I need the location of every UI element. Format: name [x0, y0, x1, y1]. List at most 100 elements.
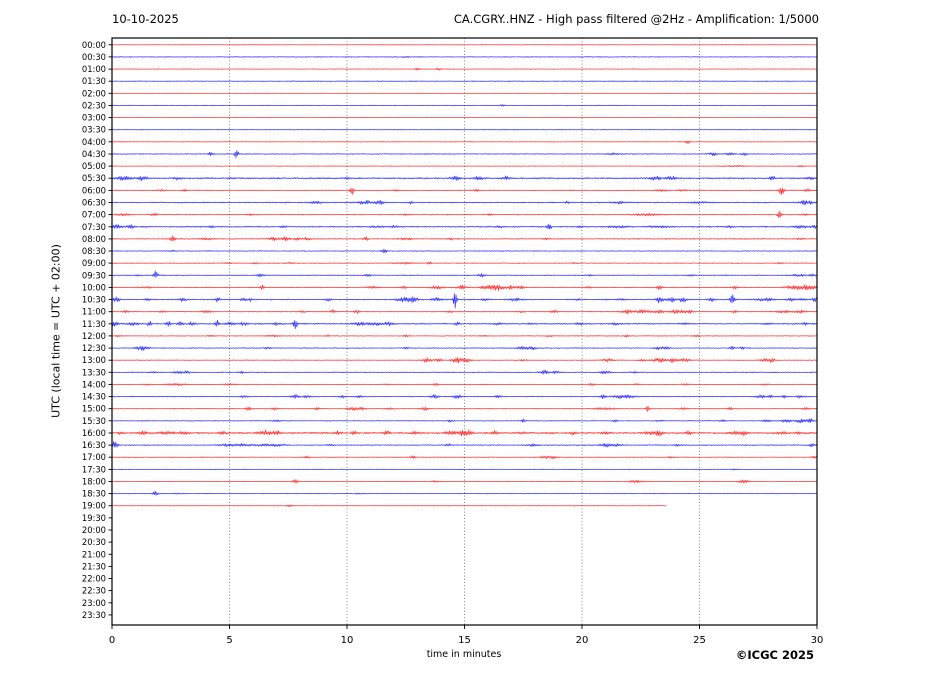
trace-09:00 — [112, 261, 817, 265]
y-tick-label-04:30: 04:30 — [82, 149, 106, 159]
trace-08:30 — [112, 248, 817, 254]
y-tick-label-23:30: 23:30 — [82, 610, 106, 620]
y-tick-label-02:00: 02:00 — [82, 88, 106, 98]
trace-08:00 — [112, 235, 817, 242]
trace-02:00 — [112, 92, 817, 94]
y-tick-label-09:30: 09:30 — [82, 270, 106, 280]
x-tick-label-0: 0 — [109, 635, 115, 646]
x-axis-label: time in minutes — [426, 649, 502, 660]
trace-11:30 — [112, 319, 817, 330]
trace-07:30 — [112, 223, 817, 230]
y-tick-label-14:30: 14:30 — [82, 392, 106, 402]
y-tick-label-22:00: 22:00 — [82, 574, 106, 584]
y-tick-label-15:00: 15:00 — [82, 404, 106, 414]
y-tick-label-04:00: 04:00 — [82, 137, 106, 147]
trace-18:30 — [112, 490, 817, 496]
y-tick-label-21:30: 21:30 — [82, 561, 106, 571]
y-tick-label-22:30: 22:30 — [82, 586, 106, 596]
trace-17:00 — [112, 455, 817, 460]
trace-12:30 — [112, 345, 817, 351]
trace-05:00 — [112, 164, 817, 168]
y-tick-label-14:00: 14:00 — [82, 379, 106, 389]
y-tick-label-07:00: 07:00 — [82, 210, 106, 220]
trace-07:00 — [112, 210, 817, 218]
y-tick-label-10:30: 10:30 — [82, 295, 106, 305]
y-tick-label-13:00: 13:00 — [82, 355, 106, 365]
y-tick-label-23:00: 23:00 — [82, 598, 106, 608]
trace-10:30 — [112, 293, 817, 309]
y-tick-label-01:00: 01:00 — [82, 64, 106, 74]
trace-19:00 — [112, 504, 667, 508]
trace-10:00 — [112, 284, 817, 291]
trace-17:30 — [112, 468, 817, 471]
y-tick-label-09:00: 09:00 — [82, 258, 106, 268]
x-tick-label-20: 20 — [576, 635, 589, 646]
y-tick-label-19:30: 19:30 — [82, 513, 106, 523]
trace-02:30 — [112, 104, 817, 107]
x-tick-label-15: 15 — [458, 635, 471, 646]
y-tick-label-05:00: 05:00 — [82, 161, 106, 171]
y-tick-label-10:00: 10:00 — [82, 282, 106, 292]
trace-15:30 — [112, 418, 817, 424]
trace-00:00 — [112, 44, 817, 46]
y-tick-label-11:00: 11:00 — [82, 307, 106, 317]
y-tick-label-12:00: 12:00 — [82, 331, 106, 341]
x-tick-label-25: 25 — [693, 635, 706, 646]
trace-06:30 — [112, 199, 817, 206]
y-tick-label-00:00: 00:00 — [82, 40, 106, 50]
trace-11:00 — [112, 309, 817, 315]
y-tick-label-18:30: 18:30 — [82, 489, 106, 499]
y-tick-label-06:00: 06:00 — [82, 185, 106, 195]
trace-14:30 — [112, 394, 817, 400]
trace-04:00 — [112, 140, 817, 144]
trace-16:00 — [112, 429, 817, 437]
y-tick-label-16:30: 16:30 — [82, 440, 106, 450]
y-tick-label-02:30: 02:30 — [82, 101, 106, 111]
y-tick-label-12:30: 12:30 — [82, 343, 106, 353]
trace-01:00 — [112, 67, 817, 71]
trace-05:30 — [112, 175, 817, 182]
trace-16:30 — [112, 441, 817, 448]
y-tick-label-05:30: 05:30 — [82, 173, 106, 183]
y-tick-label-06:30: 06:30 — [82, 198, 106, 208]
y-tick-label-17:00: 17:00 — [82, 452, 106, 462]
trace-01:30 — [112, 80, 817, 82]
trace-13:30 — [112, 369, 817, 375]
y-tick-label-16:00: 16:00 — [82, 428, 106, 438]
y-tick-label-20:00: 20:00 — [82, 525, 106, 535]
trace-13:00 — [112, 357, 817, 364]
y-tick-label-17:30: 17:30 — [82, 464, 106, 474]
date-title: 10-10-2025 — [112, 12, 179, 26]
y-tick-label-13:30: 13:30 — [82, 367, 106, 377]
y-tick-label-21:00: 21:00 — [82, 549, 106, 559]
y-tick-label-19:00: 19:00 — [82, 501, 106, 511]
trace-03:30 — [112, 128, 817, 131]
trace-00:30 — [112, 56, 817, 59]
y-tick-label-20:30: 20:30 — [82, 537, 106, 547]
trace-09:30 — [112, 270, 817, 278]
y-tick-label-07:30: 07:30 — [82, 222, 106, 232]
trace-15:00 — [112, 405, 817, 412]
page-title: CA.CGRY..HNZ - High pass filtered @2Hz -… — [453, 12, 819, 26]
trace-06:00 — [112, 187, 817, 195]
x-tick-label-30: 30 — [811, 635, 824, 646]
trace-18:00 — [112, 479, 817, 484]
x-tick-label-5: 5 — [226, 635, 232, 646]
trace-14:00 — [112, 382, 817, 387]
y-tick-label-03:00: 03:00 — [82, 113, 106, 123]
y-tick-label-08:00: 08:00 — [82, 234, 106, 244]
y-tick-label-11:30: 11:30 — [82, 319, 106, 329]
x-tick-label-10: 10 — [341, 635, 354, 646]
plot-frame — [111, 37, 818, 626]
y-tick-label-03:30: 03:30 — [82, 125, 106, 135]
y-tick-label-01:30: 01:30 — [82, 76, 106, 86]
trace-03:00 — [112, 116, 817, 119]
trace-12:00 — [112, 334, 817, 338]
y-tick-label-00:30: 00:30 — [82, 52, 106, 62]
trace-04:30 — [112, 150, 817, 159]
y-tick-label-18:00: 18:00 — [82, 477, 106, 487]
y-tick-label-15:30: 15:30 — [82, 416, 106, 426]
copyright-label: ©ICGC 2025 — [735, 648, 814, 662]
